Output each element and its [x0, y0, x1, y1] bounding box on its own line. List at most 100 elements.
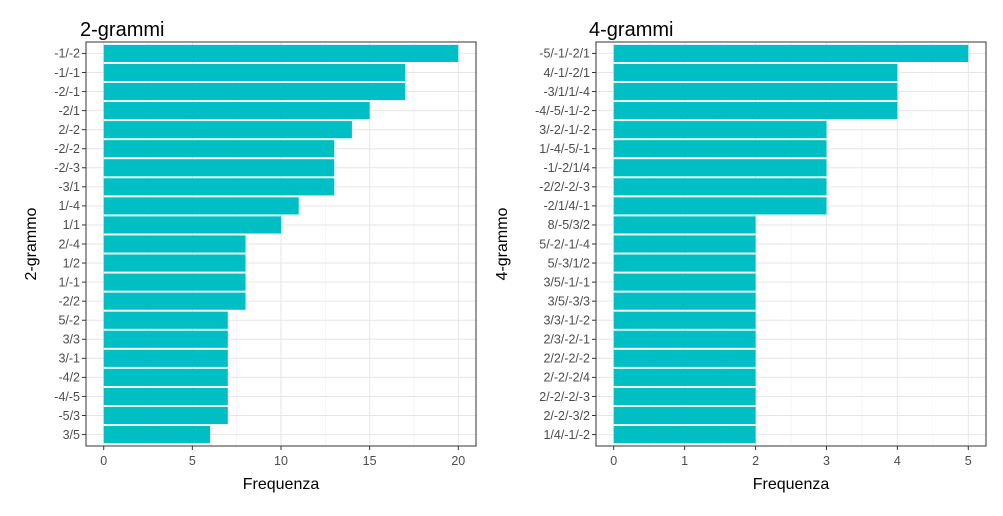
y-tick-label: 2/3/-2/-1: [543, 333, 590, 347]
y-tick-label: -2/-3: [54, 161, 80, 175]
x-tick-label: 20: [451, 454, 465, 468]
y-tick-label: 4/-1/-2/1: [543, 66, 590, 80]
y-tick-label: -2/1: [58, 104, 80, 118]
y-tick-label: -3/1/1/-4: [543, 85, 590, 99]
y-tick-label: -2/2: [58, 294, 80, 308]
bar: [103, 121, 352, 139]
x-tick-label: 15: [363, 454, 377, 468]
chart-title: 2-grammi: [80, 19, 164, 41]
y-tick-label: 2/-4: [58, 237, 80, 251]
bar: [613, 349, 756, 367]
y-tick-label: -5/-1/-2/1: [539, 47, 590, 61]
y-tick-label: 3/-2/-1/-2: [539, 123, 590, 137]
bar: [103, 82, 406, 101]
bar: [103, 273, 246, 291]
bar: [613, 140, 827, 158]
y-tick-label: -2/-1: [54, 85, 80, 99]
y-tick-label: -2/1/4/-1: [543, 199, 590, 213]
y-tick-label: 1/-4: [58, 199, 80, 213]
bar: [613, 292, 756, 310]
y-tick-label: 2/-2/-2/4: [543, 371, 590, 385]
y-tick-label: 5/-2/-1/-4: [539, 237, 590, 251]
bar: [103, 197, 299, 215]
y-tick-label: -2/-2: [54, 142, 80, 156]
y-tick-label: 5/-3/1/2: [548, 256, 590, 270]
bar: [613, 159, 827, 177]
bar: [613, 254, 756, 272]
y-tick-label: 3/5/-3/3: [548, 294, 590, 308]
y-tick-label: 3/5: [63, 428, 80, 442]
x-axis-label: Frequenza: [243, 476, 320, 493]
bar: [103, 159, 335, 177]
y-tick-label: 2/2/-2/-2: [543, 352, 590, 366]
x-axis-label: Frequenza: [753, 476, 830, 493]
chart-panel-1: -1/-2 -1/-1 -2/-1 -2/1 2/-2 -2/-2 -2/-3 -3/1 1/-…: [23, 19, 477, 493]
panel-border: [595, 41, 987, 447]
y-tick-label: 2/-2/-3/2: [543, 409, 590, 423]
x-tick-label: 5: [189, 454, 196, 468]
bar: [613, 216, 756, 234]
y-tick-label: -3/1: [58, 180, 80, 194]
bar: [103, 349, 228, 367]
bar: [613, 102, 898, 120]
bar: [103, 292, 246, 310]
y-tick-label: 3/5/-1/-1: [543, 275, 590, 289]
y-axis-label: 4-grammo: [494, 207, 511, 280]
y-tick-label: 5/-2: [58, 314, 80, 328]
bar: [613, 197, 827, 215]
x-tick-label: 0: [100, 454, 107, 468]
chart-title: 4-grammi: [589, 19, 673, 41]
bar: [103, 178, 335, 196]
bar: [103, 102, 370, 120]
y-tick-label: 1/-1: [58, 275, 80, 289]
x-tick-label: 2: [752, 454, 759, 468]
bar: [613, 311, 756, 329]
bar: [103, 330, 228, 348]
bar: [103, 387, 228, 406]
bar: [613, 425, 756, 444]
bar: [103, 406, 228, 425]
bar: [613, 121, 827, 139]
y-tick-label: -4/-5/-1/-2: [535, 104, 590, 118]
y-tick-label: -1/-2/1/4: [543, 161, 590, 175]
x-tick-label: 4: [894, 454, 901, 468]
y-tick-label: 1/-4/-5/-1: [539, 142, 590, 156]
x-tick-label: 1: [681, 454, 688, 468]
bar: [103, 425, 211, 444]
y-tick-label: -2/2/-2/-3: [539, 180, 590, 194]
y-tick-label: -1/-1: [54, 66, 80, 80]
bar: [103, 216, 282, 234]
bar: [103, 235, 246, 253]
y-tick-label: 2/-2: [58, 123, 80, 137]
bar: [613, 368, 756, 386]
bar: [103, 44, 459, 63]
y-tick-label: 1/1: [63, 218, 80, 232]
bar: [103, 63, 406, 82]
bar: [613, 44, 969, 63]
y-tick-label: 3/3/-1/-2: [543, 314, 590, 328]
chart-panel-2: -5/-1/-2/1 4/-1/-2/1 -3/1/1/-4 -4/-5/-1/-2 3…: [494, 19, 987, 493]
x-tick-label: 0: [610, 454, 617, 468]
bar: [613, 82, 898, 101]
y-tick-label: -1/-2: [54, 47, 80, 61]
y-tick-label: -5/3: [58, 409, 80, 423]
x-tick-label: 3: [823, 454, 830, 468]
bar: [613, 387, 756, 406]
bar: [613, 178, 827, 196]
panel-border: [85, 41, 477, 447]
y-tick-label: -4/2: [58, 371, 80, 385]
y-axis-label: 2-grammo: [23, 207, 40, 280]
bar: [613, 330, 756, 348]
y-tick-label: 8/-5/3/2: [548, 218, 590, 232]
y-tick-label: 3/3: [63, 333, 80, 347]
bar: [103, 311, 228, 329]
y-tick-label: -4/-5: [54, 390, 80, 404]
bar: [613, 406, 756, 425]
bar: [103, 254, 246, 272]
y-tick-label: 1/4/-1/-2: [543, 428, 590, 442]
y-tick-label: 3/-1: [58, 352, 80, 366]
bar: [613, 235, 756, 253]
x-tick-label: 10: [274, 454, 288, 468]
